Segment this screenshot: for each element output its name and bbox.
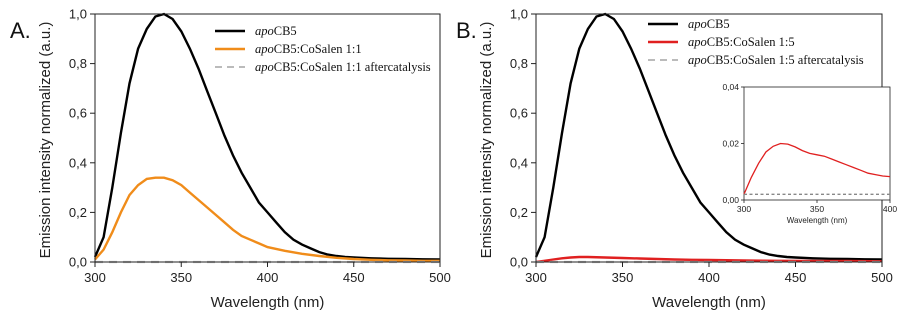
legend-entry-italic: apo xyxy=(688,35,707,49)
x-tick-label: 450 xyxy=(343,270,365,285)
legend-entry: apoCB5:CoSalen 1:1 aftercatalysis xyxy=(255,60,431,74)
inset-frame xyxy=(743,86,891,201)
inset-x-tick-label: 350 xyxy=(810,204,824,214)
x-tick-label: 350 xyxy=(612,270,634,285)
y-tick-label: 1,0 xyxy=(510,7,528,22)
legend-entry-italic: apo xyxy=(255,24,274,38)
x-tick-label: 300 xyxy=(525,270,547,285)
legend-entry-italic: apo xyxy=(255,42,274,56)
legend-entry-text: CB5:CoSalen 1:5 xyxy=(707,35,795,49)
inset-series-line-1 xyxy=(743,142,891,195)
legend-entry-text: CB5 xyxy=(707,17,730,31)
series-line-1 xyxy=(93,12,441,261)
legend-entry: apoCB5 xyxy=(255,24,297,38)
y-tick-label: 0,0 xyxy=(69,255,87,270)
panel-label: A. xyxy=(10,18,31,43)
legend-entry-italic: apo xyxy=(688,17,707,31)
x-axis-label: Wavelength (nm) xyxy=(211,294,325,311)
x-tick-label: 450 xyxy=(785,270,807,285)
inset-x-tick-label: 400 xyxy=(883,204,897,214)
y-tick-label: 0,8 xyxy=(510,56,528,71)
y-axis-label: Emission intensity normalized (a.u.) xyxy=(37,22,54,259)
y-tick-label: 0,0 xyxy=(510,255,528,270)
x-tick-label: 300 xyxy=(84,270,106,285)
series-line-2 xyxy=(535,255,883,264)
panel-b: 300 350 400 450 500 0,0 0,2 0,4 0,6 0,8 1,0 Wavelen… xyxy=(456,7,897,312)
panel-label: B. xyxy=(456,18,477,43)
y-tick-label: 0,6 xyxy=(510,106,528,121)
series-line-1 xyxy=(534,12,883,261)
x-axis-label: Wavelength (nm) xyxy=(652,294,766,311)
y-tick-label: 0,8 xyxy=(69,56,87,71)
y-tick-label: 0,2 xyxy=(69,205,87,220)
legend-entry: apoCB5:CoSalen 1:1 xyxy=(255,42,362,56)
inset: 300 350 400 0,00 0,02 0,04 Wavelength (nm) xyxy=(722,82,897,225)
y-tick-label: 0,4 xyxy=(69,155,87,170)
y-tick-label: 0,4 xyxy=(510,155,528,170)
y-tick-label: 1,0 xyxy=(69,7,87,22)
inset-y-tick-label: 0,04 xyxy=(722,82,739,92)
legend-entry-text: CB5:CoSalen 1:1 aftercatalysis xyxy=(274,60,431,74)
x-tick-label: 500 xyxy=(429,270,451,285)
inset-x-tick-label: 300 xyxy=(737,204,751,214)
legend-entry: apoCB5:CoSalen 1:5 aftercatalysis xyxy=(688,53,864,67)
x-tick-label: 350 xyxy=(170,270,192,285)
inset-x-axis-label: Wavelength (nm) xyxy=(787,216,848,225)
y-tick-label: 0,2 xyxy=(510,205,528,220)
legend-entry-italic: apo xyxy=(688,53,707,67)
legend-entry-italic: apo xyxy=(255,60,274,74)
legend-entry-text: CB5:CoSalen 1:5 aftercatalysis xyxy=(707,53,864,67)
series-line-2 xyxy=(94,176,440,262)
panel-a: 300 350 400 450 500 0,0 0,2 0,4 0,6 0,8 1,0 Wavelen… xyxy=(10,7,451,312)
x-tick-label: 500 xyxy=(871,270,893,285)
inset-y-tick-label: 0,02 xyxy=(722,139,739,149)
legend-entry: apoCB5 xyxy=(688,17,730,31)
legend-entry-text: CB5 xyxy=(274,24,297,38)
y-tick-label: 0,6 xyxy=(69,106,87,121)
x-tick-label: 400 xyxy=(698,270,720,285)
inset-y-tick-label: 0,00 xyxy=(722,195,739,205)
legend-entry-text: CB5:CoSalen 1:1 xyxy=(274,42,362,56)
y-axis-label: Emission intensity normalized (a.u.) xyxy=(478,22,495,259)
x-tick-label: 400 xyxy=(257,270,279,285)
legend-entry: apoCB5:CoSalen 1:5 xyxy=(688,35,795,49)
